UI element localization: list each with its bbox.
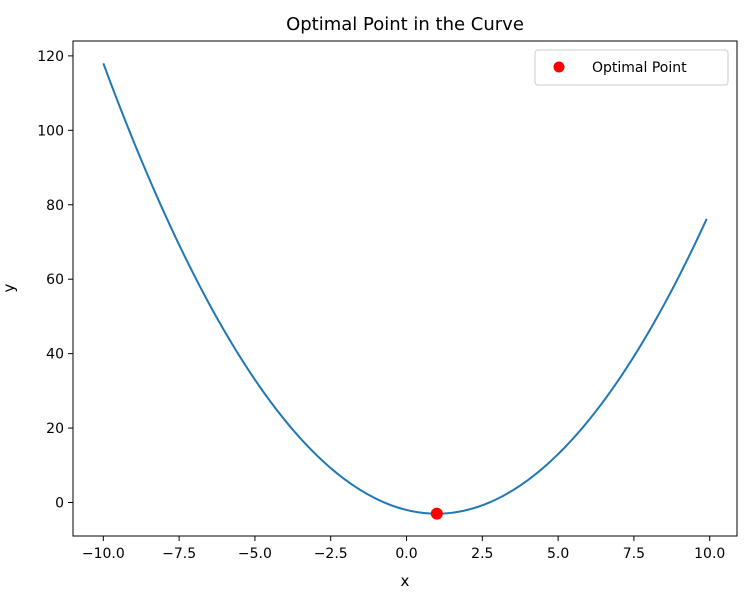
y-tick-label: 80 <box>46 198 64 214</box>
y-axis-label: y <box>0 283 18 292</box>
plot-area <box>102 62 708 520</box>
x-axis: −10.0 −7.5 −5.0 −2.5 0.0 2.5 5.0 7.5 10.0 <box>82 536 725 562</box>
legend-box <box>534 49 729 86</box>
y-tick-label: 40 <box>46 347 64 363</box>
legend: Optimal Point <box>534 49 729 86</box>
curve-line <box>102 62 708 515</box>
x-tick-label: −2.5 <box>314 546 348 562</box>
y-tick-label: 100 <box>37 123 64 139</box>
y-tick-label: 20 <box>46 421 64 437</box>
axes-frame <box>72 40 738 537</box>
x-tick-label: 7.5 <box>623 546 645 562</box>
optimal-point-marker <box>430 507 443 520</box>
y-tick-label: 120 <box>37 49 64 65</box>
x-tick-label: −5.0 <box>238 546 272 562</box>
y-axis: 0 20 40 60 80 100 120 <box>37 49 73 512</box>
x-axis-label: x <box>401 572 410 590</box>
x-tick-label: 10.0 <box>694 546 725 562</box>
legend-label-optimal-point: Optimal Point <box>592 60 687 76</box>
y-tick-label: 0 <box>55 496 64 512</box>
x-tick-label: −10.0 <box>82 546 125 562</box>
chart-title: Optimal Point in the Curve <box>286 14 524 35</box>
x-tick-label: 0.0 <box>395 546 417 562</box>
legend-marker <box>553 61 565 73</box>
y-tick-label: 60 <box>46 272 64 288</box>
x-tick-label: 2.5 <box>471 546 493 562</box>
x-tick-label: 5.0 <box>547 546 569 562</box>
x-tick-label: −7.5 <box>162 546 196 562</box>
